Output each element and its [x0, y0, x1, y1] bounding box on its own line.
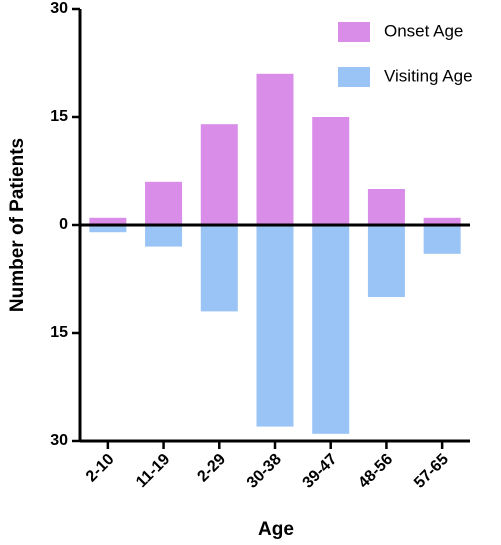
- y-axis-title: Number of Patients: [7, 138, 28, 312]
- bar: [312, 225, 350, 434]
- y-tick-label: 30: [50, 0, 68, 17]
- bar: [200, 225, 238, 312]
- bar: [145, 181, 183, 225]
- x-tick-label: 48-56: [355, 451, 396, 492]
- legend-swatch: [338, 67, 370, 87]
- y-tick-label: 0: [59, 216, 68, 233]
- x-tick-label: 57-65: [411, 451, 452, 492]
- bar: [200, 124, 238, 225]
- bar: [256, 225, 294, 427]
- x-axis-title: Age: [258, 519, 294, 540]
- x-tick-label: 11-19: [133, 451, 173, 491]
- bar: [89, 217, 127, 225]
- legend-label: Visiting Age: [384, 66, 473, 85]
- bar: [423, 217, 461, 225]
- bar: [367, 225, 405, 297]
- bar: [423, 225, 461, 254]
- x-tick-label: 2-29: [194, 451, 229, 486]
- bar: [145, 225, 183, 247]
- x-tick-label: 2-10: [83, 451, 118, 486]
- bar: [367, 189, 405, 225]
- y-tick-label: 30: [50, 432, 68, 449]
- bar: [89, 225, 127, 233]
- legend-label: Onset Age: [384, 21, 463, 40]
- bar: [256, 73, 294, 225]
- legend-swatch: [338, 22, 370, 42]
- x-tick-label: 39-47: [300, 451, 341, 492]
- y-tick-label: 15: [50, 108, 68, 125]
- bar: [312, 117, 350, 225]
- y-tick-label: 15: [50, 324, 68, 341]
- x-tick-label: 30-38: [244, 451, 285, 492]
